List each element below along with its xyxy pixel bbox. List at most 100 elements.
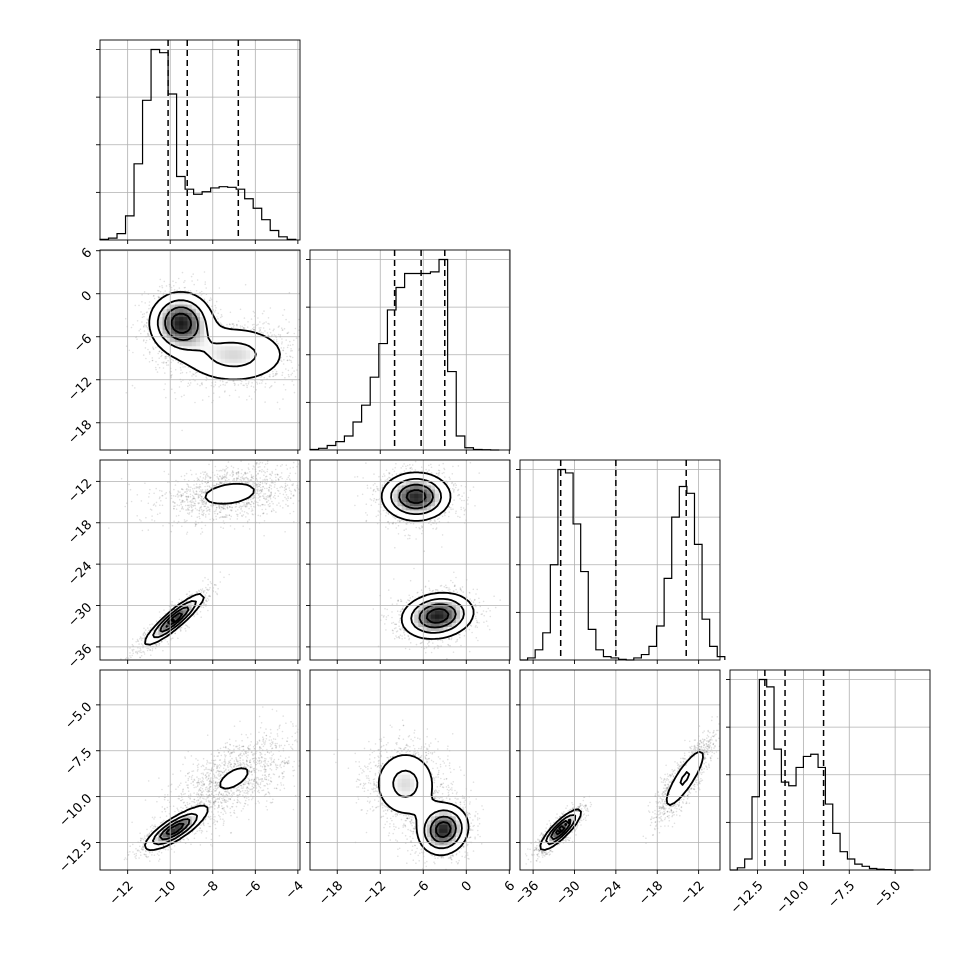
- scatter-point: [231, 472, 233, 474]
- scatter-point: [140, 520, 142, 522]
- scatter-point: [163, 388, 165, 391]
- scatter-point: [146, 649, 149, 652]
- scatter-point: [273, 494, 276, 497]
- scatter-point: [263, 520, 266, 522]
- scatter-point: [222, 468, 224, 471]
- scatter-point: [154, 366, 157, 369]
- scatter-point: [238, 396, 240, 398]
- scatter-point: [175, 281, 177, 284]
- scatter-point: [142, 326, 145, 328]
- scatter-point: [159, 278, 162, 281]
- scatter-point: [247, 501, 249, 504]
- scatter-point: [285, 488, 288, 490]
- scatter-point: [195, 493, 198, 495]
- scatter-point: [184, 624, 187, 626]
- scatter-point: [139, 656, 142, 659]
- scatter-point: [189, 489, 191, 491]
- scatter-point: [141, 313, 144, 316]
- scatter-point: [198, 490, 201, 493]
- scatter-point: [146, 326, 149, 329]
- scatter-point: [251, 509, 254, 512]
- scatter-point: [258, 463, 260, 465]
- scatter-point: [207, 589, 209, 592]
- scatter-point: [159, 496, 161, 499]
- scatter-point: [270, 510, 273, 513]
- scatter-point: [200, 591, 202, 594]
- scatter-point: [192, 501, 195, 503]
- scatter-point: [262, 479, 264, 481]
- scatter-point: [224, 469, 226, 471]
- scatter-point: [159, 489, 161, 492]
- scatter-point: [185, 624, 188, 627]
- scatter-point: [200, 294, 202, 296]
- scatter-point: [139, 328, 142, 331]
- scatter-point: [178, 504, 180, 507]
- scatter-point: [320, 369, 322, 371]
- scatter-point: [296, 369, 298, 371]
- scatter-point: [217, 587, 219, 590]
- scatter-point: [195, 290, 198, 292]
- scatter-point: [231, 323, 234, 326]
- scatter-point: [165, 355, 167, 358]
- scatter-point: [277, 326, 280, 328]
- scatter-point: [191, 501, 194, 503]
- scatter-point: [222, 506, 224, 509]
- scatter-point: [225, 465, 228, 468]
- scatter-point: [274, 368, 276, 371]
- scatter-point: [198, 589, 200, 592]
- scatter-point: [259, 492, 262, 494]
- scatter-point: [331, 476, 333, 478]
- scatter-point: [293, 370, 295, 372]
- scatter-point: [201, 399, 204, 401]
- scatter-point: [177, 277, 180, 280]
- scatter-point: [204, 489, 207, 491]
- scatter-point: [261, 469, 263, 471]
- scatter-point: [190, 594, 192, 596]
- scatter-point: [251, 501, 253, 503]
- scatter-point: [125, 391, 128, 394]
- scatter-point: [125, 502, 128, 505]
- scatter-point: [175, 515, 178, 517]
- scatter-point: [188, 626, 190, 629]
- scatter-point: [265, 497, 267, 500]
- scatter-point: [177, 496, 179, 498]
- scatter-point: [219, 384, 222, 387]
- scatter-point: [146, 311, 148, 313]
- scatter-point: [290, 348, 292, 350]
- scatter-point: [205, 490, 207, 492]
- scatter-point: [269, 473, 272, 476]
- scatter-point: [170, 494, 173, 497]
- scatter-point: [286, 332, 289, 335]
- scatter-point: [250, 503, 252, 506]
- scatter-point: [173, 285, 175, 287]
- scatter-point: [206, 488, 208, 491]
- scatter-point: [196, 509, 198, 511]
- scatter-point: [200, 527, 203, 530]
- density-contour: [156, 299, 257, 368]
- scatter-point: [142, 634, 144, 636]
- scatter-point: [184, 280, 186, 282]
- scatter-point: [283, 489, 286, 492]
- scatter-point: [181, 363, 183, 366]
- scatter-point: [188, 506, 190, 509]
- scatter-point: [201, 488, 204, 491]
- scatter-point: [219, 308, 222, 311]
- scatter-point: [142, 650, 144, 653]
- scatter-point: [247, 467, 250, 469]
- scatter-point: [248, 395, 251, 398]
- scatter-point: [234, 383, 236, 385]
- scatter-point: [131, 650, 134, 652]
- scatter-point: [260, 376, 262, 378]
- scatter-point: [124, 317, 127, 320]
- scatter-point: [263, 512, 265, 514]
- scatter-point: [143, 325, 145, 327]
- scatter-point: [236, 477, 238, 480]
- scatter-point: [203, 590, 206, 592]
- scatter-point: [199, 610, 202, 613]
- scatter-point: [237, 384, 240, 386]
- scatter-point: [144, 302, 146, 304]
- scatter-point: [258, 490, 261, 492]
- scatter-point: [205, 599, 208, 601]
- scatter-point: [253, 328, 255, 331]
- scatter-point: [145, 516, 147, 519]
